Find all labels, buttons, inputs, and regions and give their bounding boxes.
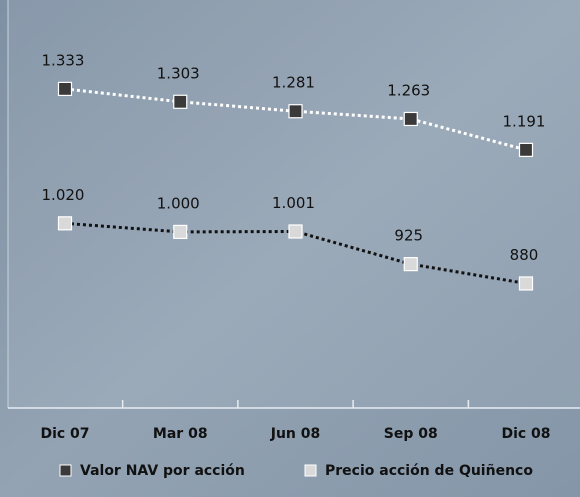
marker <box>403 257 418 272</box>
marker <box>173 94 188 109</box>
x-tick-label: Sep 08 <box>384 426 438 442</box>
data-label: 880 <box>510 246 539 264</box>
legend-swatch <box>59 464 72 477</box>
series-line <box>64 87 527 152</box>
marker <box>288 104 303 119</box>
marker <box>57 81 73 97</box>
data-label: 1.020 <box>42 186 85 204</box>
data-label: 1.281 <box>272 74 315 92</box>
marker <box>403 111 418 127</box>
marker <box>57 216 73 231</box>
legend-label: Valor NAV por acción <box>80 463 245 479</box>
data-label: 1.333 <box>42 51 85 69</box>
x-tick-label: Jun 08 <box>270 426 321 442</box>
data-label: 1.303 <box>157 64 200 82</box>
marker <box>518 142 534 157</box>
legend-swatch <box>304 464 317 477</box>
marker <box>173 224 188 240</box>
data-label: 1.000 <box>157 194 200 212</box>
data-label: 1.263 <box>387 81 430 99</box>
plot-area <box>8 0 580 408</box>
marker <box>288 224 303 239</box>
data-label: 1.191 <box>503 112 546 130</box>
x-tick-label: Dic 08 <box>501 426 550 442</box>
marker <box>518 276 534 291</box>
x-tick-label: Dic 07 <box>40 426 89 442</box>
data-label: 925 <box>394 227 423 245</box>
legend-label: Precio acción de Quiñenco <box>325 463 533 479</box>
x-tick-label: Mar 08 <box>153 426 208 442</box>
data-label: 1.001 <box>272 194 315 212</box>
